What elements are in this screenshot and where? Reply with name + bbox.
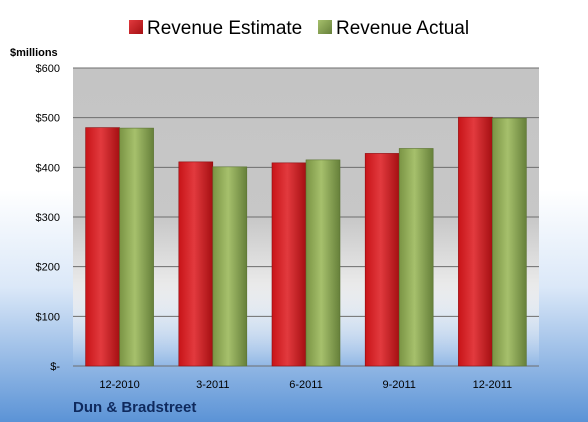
legend-swatch-revenue-estimate (129, 20, 143, 34)
y-tick-label: $- (50, 361, 60, 373)
bars (85, 116, 527, 367)
bar-estimate-12-2011 (458, 116, 493, 367)
legend-label-revenue-actual: Revenue Actual (336, 18, 469, 39)
y-tick-label: $300 (36, 212, 60, 224)
x-tick-label: 12-2011 (473, 379, 513, 391)
y-axis-tick-labels: $- $100 $200 $300 $400 $500 $600 (36, 63, 61, 373)
y-tick-label: $400 (36, 162, 60, 174)
y-tick-label: $600 (36, 63, 60, 75)
legend: Revenue Estimate Revenue Actual (129, 18, 469, 39)
legend-label-revenue-estimate: Revenue Estimate (147, 18, 302, 39)
x-tick-label: 6-2011 (289, 379, 322, 391)
bar-actual-12-2011 (492, 117, 527, 367)
x-tick-label: 12-2010 (99, 379, 139, 391)
bar-actual-3-2011 (212, 166, 248, 367)
bar-actual-9-2011 (398, 148, 434, 367)
y-tick-label: $500 (36, 113, 60, 125)
x-tick-label: 9-2011 (382, 379, 415, 391)
x-tick-label: 3-2011 (196, 379, 229, 391)
bar-estimate-9-2011 (364, 153, 400, 367)
legend-swatch-revenue-actual (318, 20, 332, 34)
x-axis-tick-labels: 12-2010 3-2011 6-2011 9-2011 12-2011 (99, 379, 512, 391)
y-axis-label: $millions (10, 47, 58, 59)
bar-estimate-12-2010 (85, 127, 120, 367)
bar-actual-12-2010 (119, 127, 154, 367)
y-tick-label: $200 (36, 262, 60, 274)
bar-estimate-6-2011 (271, 162, 307, 367)
bar-estimate-3-2011 (178, 161, 214, 367)
bar-actual-6-2011 (305, 159, 341, 367)
y-tick-label: $100 (36, 311, 60, 323)
company-footer: Dun & Bradstreet (73, 399, 196, 416)
